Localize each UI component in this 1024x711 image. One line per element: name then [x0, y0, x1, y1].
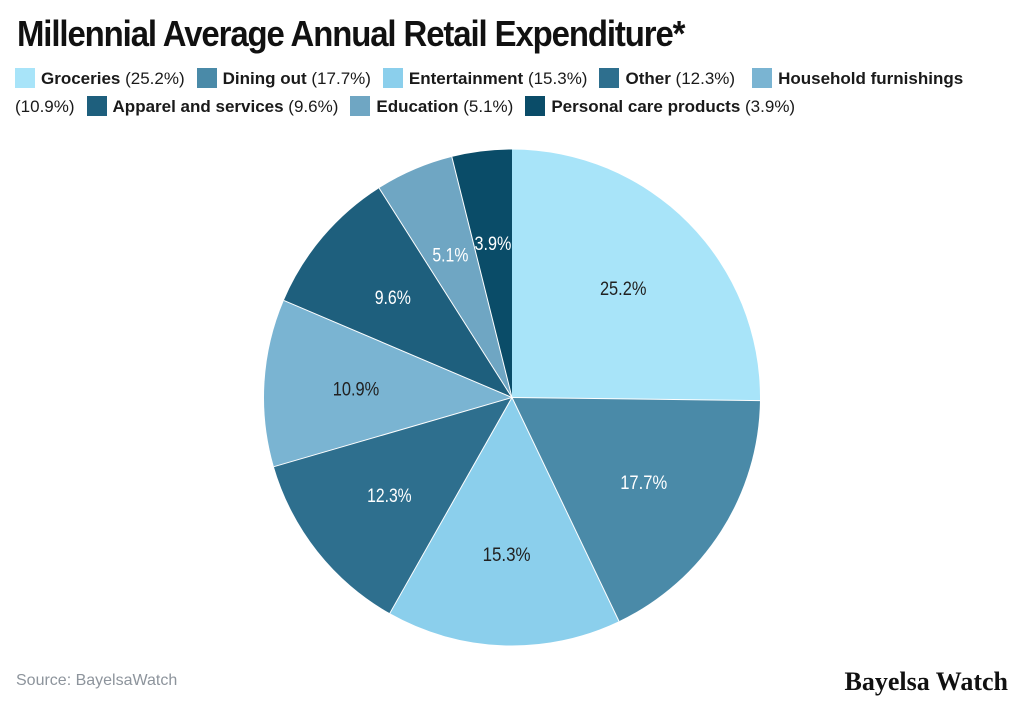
svg-text:5.1%: 5.1%	[432, 244, 468, 266]
svg-text:15.3%: 15.3%	[483, 544, 531, 566]
svg-text:12.3%: 12.3%	[367, 485, 412, 507]
svg-text:17.7%: 17.7%	[620, 472, 667, 494]
svg-text:3.9%: 3.9%	[475, 233, 512, 255]
svg-text:9.6%: 9.6%	[375, 287, 411, 309]
svg-text:25.2%: 25.2%	[600, 278, 647, 300]
svg-text:10.9%: 10.9%	[333, 379, 380, 401]
